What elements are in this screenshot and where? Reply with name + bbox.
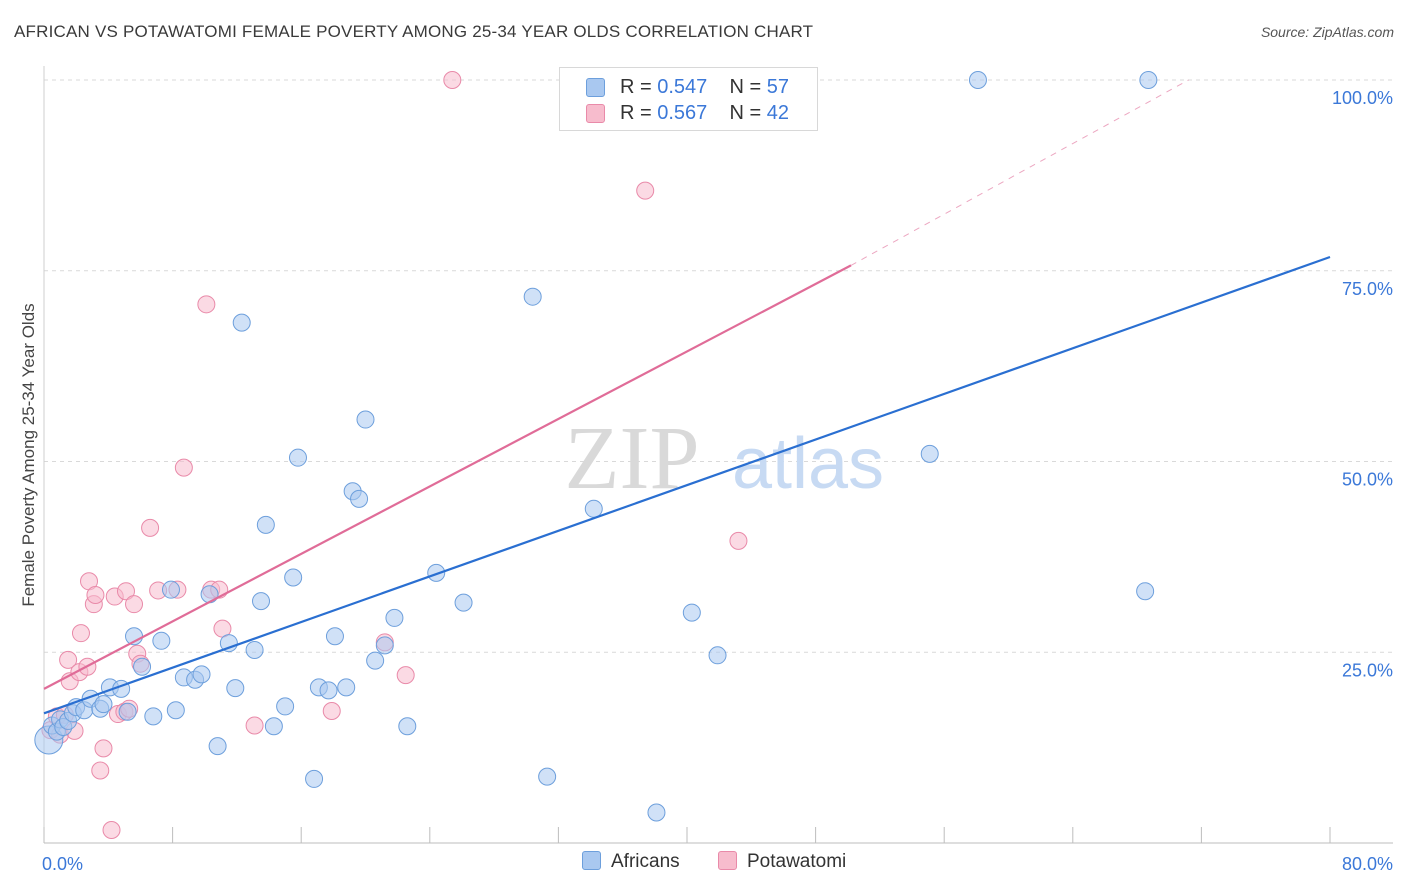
correlation-legend: R = 0.547 N = 57 R = 0.567 N = 42 <box>559 67 818 131</box>
potawatomi-point <box>102 821 121 840</box>
bottom-legend-africans: Africans <box>582 851 680 873</box>
africans-point <box>192 665 211 684</box>
africans-point <box>161 580 180 599</box>
africans-point <box>427 563 446 582</box>
potawatomi-point <box>116 582 135 601</box>
potawatomi-point <box>141 518 160 537</box>
africans-point <box>920 444 939 463</box>
africans-point <box>133 657 152 676</box>
source-credit: Source: ZipAtlas.com <box>1260 24 1394 40</box>
potawatomi-point <box>174 458 193 477</box>
africans-point <box>264 717 283 736</box>
africans-point <box>375 636 394 655</box>
africans-points <box>34 71 1158 822</box>
bottom-legend-swatch-potawatomi <box>718 851 737 870</box>
potawatomi-point <box>197 295 216 314</box>
grid-lines <box>44 79 1393 653</box>
legend-swatch-potawatomi <box>586 104 605 123</box>
africans-point <box>200 585 219 604</box>
x-tick-label: 80.0% <box>1342 854 1393 874</box>
africans-point <box>385 608 404 627</box>
africans-point <box>350 489 369 508</box>
bottom-legend-label: Africans <box>611 851 680 872</box>
potawatomi-point <box>71 624 90 643</box>
legend-n-value: 42 <box>766 102 790 124</box>
africans-point <box>708 646 727 665</box>
africans-point <box>647 803 666 822</box>
africans-point <box>226 679 245 698</box>
africans-point <box>538 767 557 786</box>
potawatomi-point <box>91 761 110 780</box>
africans-point <box>325 627 344 646</box>
africans-point <box>94 695 113 714</box>
africans-point <box>398 717 417 736</box>
watermark: ZIP atlas <box>565 409 885 508</box>
watermark-atlas: atlas <box>732 424 884 504</box>
africans-point <box>256 515 275 534</box>
potawatomi-point <box>322 702 341 721</box>
africans-point <box>584 499 603 518</box>
africans-point <box>454 593 473 612</box>
legend-r-value: 0.567 <box>657 102 708 124</box>
y-tick-label: 100.0% <box>1332 88 1393 108</box>
potawatomi-point <box>125 595 144 614</box>
africans-point <box>245 640 264 659</box>
africans-point <box>166 701 185 720</box>
potawatomi-point <box>245 716 264 735</box>
africans-point <box>276 697 295 716</box>
y-tick-label: 25.0% <box>1342 660 1393 680</box>
bottom-legend-swatch-africans <box>582 851 601 870</box>
trend-lines <box>43 79 1331 715</box>
bottom-legend-potawatomi: Potawatomi <box>718 851 846 873</box>
africans-point <box>232 313 251 332</box>
africans-point <box>366 651 385 670</box>
x-tick-label: 0.0% <box>42 854 83 874</box>
legend-swatch-africans <box>586 78 605 97</box>
y-tick-label: 50.0% <box>1342 470 1393 490</box>
potawatomi-point <box>86 586 105 605</box>
tick-labels: 25.0% 50.0% 75.0% 100.0% 0.0% 80.0% <box>42 88 1393 874</box>
africans-point <box>208 737 227 756</box>
y-tick-label: 75.0% <box>1342 279 1393 299</box>
potawatomi-point <box>443 71 462 89</box>
africans-point <box>319 681 338 700</box>
africans-point <box>152 631 171 650</box>
potawatomi-point <box>636 181 655 200</box>
legend-r-label: R = <box>620 102 658 124</box>
africans-point <box>968 71 987 89</box>
africans-point <box>682 603 701 622</box>
africans-point <box>252 592 271 611</box>
y-axis-label: Female Poverty Among 25-34 Year Olds <box>19 303 38 606</box>
potawatomi-point <box>396 666 415 685</box>
africans-point <box>523 287 542 306</box>
legend-r-value: 0.547 <box>657 76 708 98</box>
legend-n-label: N = <box>729 76 767 98</box>
africans-trend-line <box>43 255 1331 715</box>
africans-point <box>284 568 303 587</box>
africans-point <box>288 448 307 467</box>
legend-n-label: N = <box>729 102 767 124</box>
africans-point <box>118 702 137 721</box>
axes <box>43 66 1393 844</box>
potawatomi-trend-line <box>43 264 852 690</box>
africans-point <box>144 707 163 726</box>
bottom-legend-label: Potawatomi <box>747 851 847 872</box>
legend-r-label: R = <box>620 76 658 98</box>
africans-point <box>1136 582 1155 601</box>
potawatomi-point <box>729 531 748 550</box>
watermark-zip: ZIP <box>565 409 700 508</box>
africans-point <box>1139 71 1158 89</box>
potawatomi-trend-extension <box>850 79 1189 266</box>
legend-n-value: 57 <box>766 76 790 98</box>
potawatomi-point <box>94 739 113 758</box>
chart-title: AFRICAN VS POTAWATOMI FEMALE POVERTY AMO… <box>14 22 814 41</box>
potawatomi-point <box>59 650 78 669</box>
africans-point <box>305 769 324 788</box>
africans-point <box>356 410 375 429</box>
africans-point <box>337 678 356 697</box>
